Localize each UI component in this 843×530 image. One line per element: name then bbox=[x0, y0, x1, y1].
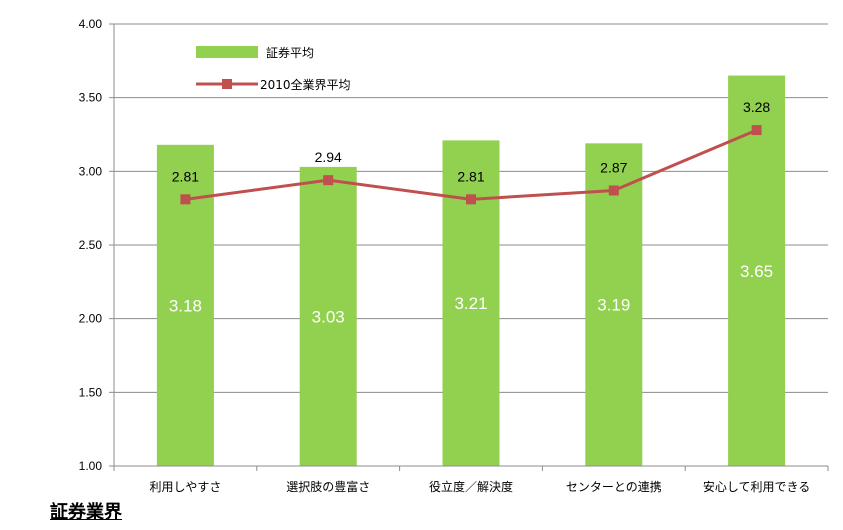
y-tick-label: 2.50 bbox=[79, 238, 103, 252]
line-data-label: 2.81 bbox=[457, 168, 484, 184]
y-tick-label: 4.00 bbox=[79, 17, 103, 31]
line-data-label: 2.81 bbox=[172, 168, 199, 184]
bar-data-label: 3.19 bbox=[597, 296, 630, 315]
chart-caption: 証券業界 bbox=[50, 502, 122, 523]
x-tick-label: 利用しやすさ bbox=[149, 480, 221, 494]
legend-label: 2010全業界平均 bbox=[260, 77, 351, 92]
bar-data-label: 3.65 bbox=[740, 262, 773, 281]
bar bbox=[299, 166, 357, 466]
x-tick-label: 役立度／解決度 bbox=[429, 479, 513, 494]
legend-label: 証券平均 bbox=[266, 45, 314, 60]
line-point-marker bbox=[466, 194, 476, 205]
bar bbox=[728, 75, 786, 467]
line-series: 2.81 2.94 2.81 2.87 3.28 bbox=[172, 99, 770, 205]
line-data-label: 2.87 bbox=[600, 159, 627, 175]
bar-data-label: 3.03 bbox=[312, 307, 345, 326]
y-tick-label: 2.00 bbox=[79, 312, 103, 326]
legend-swatch-bar bbox=[196, 46, 258, 58]
x-tick-label: 選択肢の豊富さ bbox=[286, 479, 370, 494]
y-tick-label: 1.50 bbox=[79, 385, 103, 399]
bar-data-label: 3.18 bbox=[169, 296, 202, 315]
y-tick-label: 3.00 bbox=[79, 164, 103, 178]
y-tick-label: 3.50 bbox=[79, 91, 103, 105]
y-tick-label: 1.00 bbox=[79, 459, 103, 473]
line-data-label: 3.28 bbox=[743, 99, 770, 115]
line-point-marker bbox=[751, 125, 762, 136]
axes bbox=[113, 24, 829, 471]
bar bbox=[585, 143, 643, 466]
chart: 1.00 1.50 2.00 2.50 3.00 3.50 4.00 3.18 3.03 3.2… bbox=[79, 17, 829, 494]
line-point-marker bbox=[608, 185, 619, 196]
legend: 証券平均 2010全業界平均 bbox=[196, 45, 351, 92]
y-axis-ticks: 1.00 1.50 2.00 2.50 3.00 3.50 4.00 bbox=[79, 17, 114, 473]
x-tick-label: 安心して利用できる bbox=[703, 479, 810, 494]
line-data-label: 2.94 bbox=[315, 149, 342, 165]
x-tick-label: センターとの連携 bbox=[566, 479, 662, 494]
bar-series: 3.18 3.03 3.21 3.19 3.65 bbox=[156, 75, 786, 467]
line-point-marker bbox=[180, 194, 191, 205]
legend-swatch-marker bbox=[222, 79, 232, 89]
bar-data-label: 3.21 bbox=[454, 294, 487, 313]
x-axis-labels: 利用しやすさ 選択肢の豊富さ 役立度／解決度 センターとの連携 安心して利用できる bbox=[149, 479, 810, 494]
line-point-marker bbox=[323, 175, 334, 186]
